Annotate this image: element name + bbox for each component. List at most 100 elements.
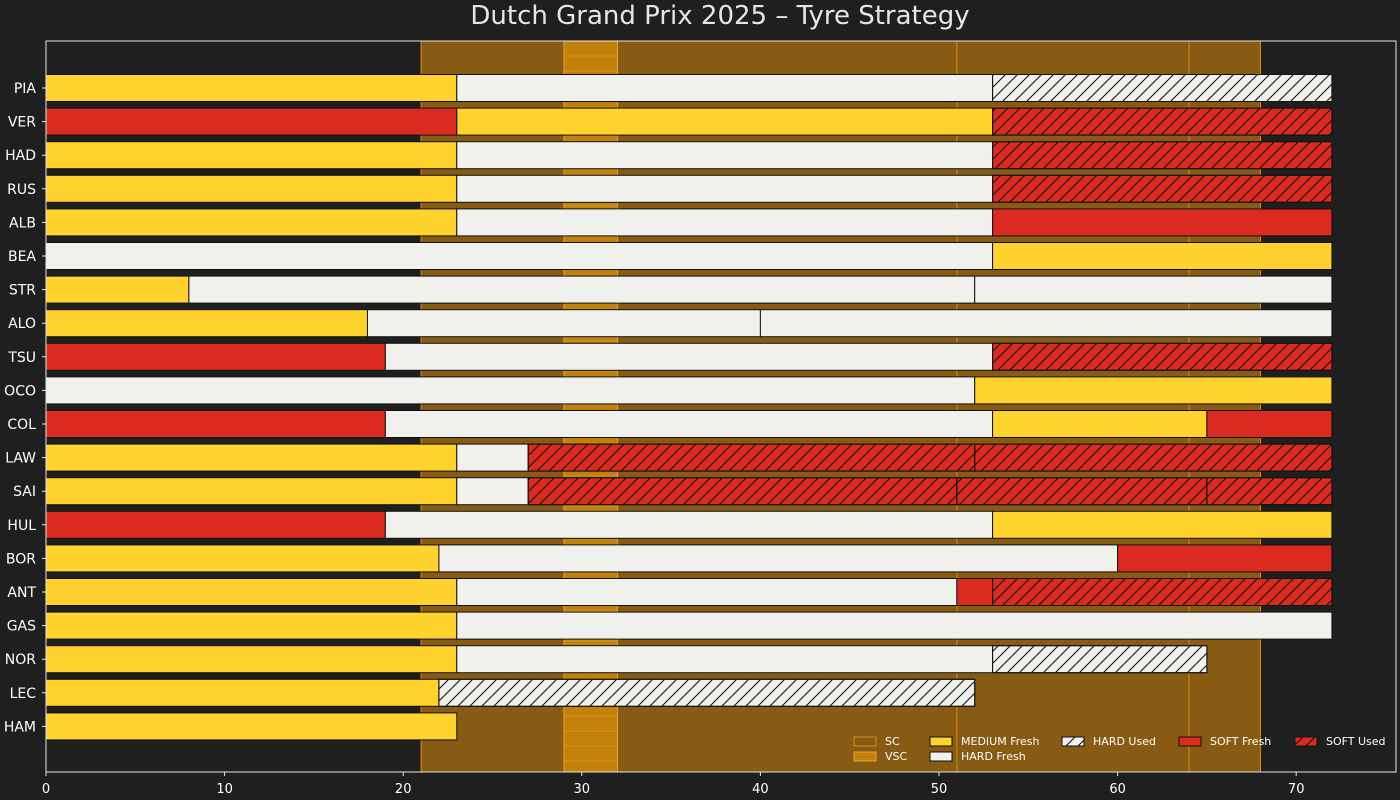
stint-bar (45, 443, 458, 472)
stint-used-hatch (956, 477, 1208, 506)
stint-bar (992, 208, 1333, 237)
chart-title: Dutch Grand Prix 2025 – Tyre Strategy (470, 1, 969, 31)
driver-label: ALO (8, 316, 36, 332)
stint-bar (45, 611, 458, 640)
stint-bar (438, 544, 1119, 573)
driver-label: OCO (4, 383, 36, 399)
driver-row-col: COL (7, 410, 1333, 438)
stint-bar (384, 510, 994, 539)
driver-label: ALB (9, 215, 36, 231)
x-tick-label: 70 (1288, 782, 1305, 797)
stint-bar (188, 275, 976, 304)
legend-item: HARD Used (1061, 735, 1156, 748)
driver-row-had: HAD (5, 141, 1333, 170)
x-tick-label: 20 (395, 782, 412, 797)
stint-bar (456, 74, 994, 102)
x-tick-label: 50 (931, 782, 948, 797)
stint-used-hatch (992, 74, 1333, 102)
driver-row-bor: BOR (6, 544, 1333, 573)
legend-swatch (853, 736, 877, 747)
stint-bar (45, 544, 440, 573)
stint-bar (974, 376, 1333, 405)
axes-frame (45, 40, 1397, 773)
stint-bar (456, 107, 994, 136)
legend-swatch-hatch (1294, 736, 1318, 747)
stint-bar (45, 74, 458, 102)
driver-label: ANT (7, 585, 36, 601)
driver-row-ham: HAM (4, 712, 458, 741)
driver-row-alo: ALO (8, 309, 1333, 338)
stint-bar (45, 578, 458, 606)
driver-label: HUL (7, 518, 36, 534)
x-tick-label: 10 (216, 782, 233, 797)
stint-used-hatch (974, 443, 1333, 472)
legend-label: HARD Fresh (961, 750, 1026, 763)
stint-bar (45, 376, 976, 405)
axes: 0 10 20 30 40 50 60 70 (42, 40, 1397, 797)
stint-bar (456, 578, 958, 606)
driver-label: RUS (7, 182, 36, 198)
legend-item: SOFT Used (1294, 735, 1386, 748)
driver-label: LAW (5, 451, 36, 467)
driver-label: STR (9, 283, 36, 299)
stint-bar (45, 107, 458, 136)
stint-used-hatch (527, 477, 958, 506)
legend-label: HARD Used (1093, 735, 1156, 748)
stint-bar (456, 174, 994, 203)
legend-swatch (1178, 736, 1202, 747)
stint-used-hatch (527, 443, 976, 472)
driver-label: HAM (4, 719, 36, 735)
stint-bar (45, 712, 458, 741)
legend-label: SC (885, 735, 900, 748)
stint-bar (45, 208, 458, 237)
stint-bar (456, 443, 529, 472)
stint-used-hatch (992, 342, 1333, 371)
driver-label: BOR (6, 551, 36, 567)
driver-row-pia: PIA (14, 74, 1333, 102)
stint-bar (456, 208, 994, 237)
stint-bar (992, 242, 1333, 270)
driver-row-alb: ALB (9, 208, 1333, 237)
driver-label: BEA (8, 249, 36, 265)
driver-label: VER (8, 115, 36, 131)
driver-label: NOR (5, 652, 36, 668)
stint-bar (456, 611, 1333, 640)
stint-used-hatch (992, 141, 1333, 170)
stint-used-hatch (992, 578, 1333, 606)
stint-bar (456, 645, 994, 674)
stint-bar (974, 275, 1333, 304)
legend-item: SOFT Fresh (1178, 735, 1271, 748)
stint-bar (456, 477, 529, 506)
stint-bar (992, 510, 1333, 539)
stint-bar (366, 309, 761, 338)
stint-bar (45, 309, 368, 338)
stint-bar (45, 174, 458, 203)
stint-bar (992, 410, 1208, 438)
stint-bar (45, 678, 440, 707)
driver-label: TSU (7, 350, 36, 366)
legend-item: MEDIUM Fresh (929, 735, 1040, 748)
stint-bars: PIA VER HAD RUS ALB BEA STR ALO TSU OCO COL LAW SAI H… (4, 74, 1333, 741)
x-tick-label: 30 (574, 782, 591, 797)
legend-label: SOFT Fresh (1210, 735, 1271, 748)
stint-bar (1206, 410, 1333, 438)
legend-swatch (929, 751, 953, 762)
driver-row-nor: NOR (5, 645, 1208, 674)
driver-row-bea: BEA (8, 242, 1333, 270)
driver-label: LEC (10, 686, 37, 702)
driver-label: SAI (13, 484, 36, 500)
legend-swatch (929, 736, 953, 747)
legend-label: MEDIUM Fresh (961, 735, 1040, 748)
stint-bar (1117, 544, 1333, 573)
driver-row-sai: SAI (13, 477, 1333, 506)
legend-item: SC (853, 735, 900, 748)
stint-used-hatch (992, 645, 1208, 674)
driver-label: COL (7, 417, 36, 433)
legend-swatch (853, 751, 877, 762)
stint-bar (956, 578, 994, 606)
stint-bar (45, 242, 994, 270)
stint-bar (45, 510, 386, 539)
stint-used-hatch (438, 678, 976, 707)
driver-row-gas: GAS (7, 611, 1333, 640)
